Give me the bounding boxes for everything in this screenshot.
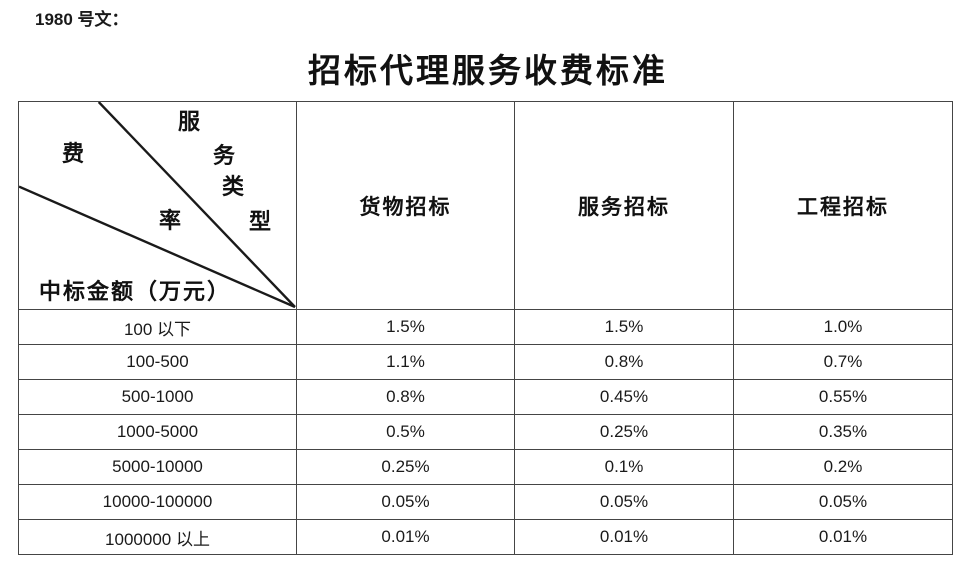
table-row: 500-1000 0.8% 0.45% 0.55% xyxy=(18,379,953,415)
amount-range-cell: 100 以下 xyxy=(18,309,297,345)
table-header-row: 服 务 类 型 费 率 中标金额（万元） 货物招标 服务招标 工程招标 xyxy=(18,101,953,310)
doc-number-label: 1980 号文： xyxy=(35,10,129,29)
corner-label-char: 服 xyxy=(178,109,201,134)
rate-value-cell: 0.45% xyxy=(514,379,734,415)
rate-value-cell: 0.01% xyxy=(296,519,515,555)
diagonal-lines xyxy=(19,102,296,309)
column-header-goods: 货物招标 xyxy=(296,101,515,310)
amount-range-cell: 1000000 以上 xyxy=(18,519,297,555)
amount-range-cell: 1000-5000 xyxy=(18,414,297,450)
column-header-engineering: 工程招标 xyxy=(733,101,953,310)
corner-label-char: 率 xyxy=(159,208,182,233)
rate-value-cell: 0.5% xyxy=(296,414,515,450)
corner-label-char: 类 xyxy=(222,174,245,199)
rate-value-cell: 1.0% xyxy=(733,309,953,345)
table-row: 100-500 1.1% 0.8% 0.7% xyxy=(18,344,953,380)
rate-value-cell: 0.55% xyxy=(733,379,953,415)
table-row: 1000000 以上 0.01% 0.01% 0.01% xyxy=(18,519,953,555)
rate-value-cell: 0.25% xyxy=(296,449,515,485)
corner-label-char: 费 xyxy=(62,141,85,166)
column-header-services: 服务招标 xyxy=(514,101,734,310)
diagonal-corner-cell: 服 务 类 型 费 率 中标金额（万元） xyxy=(18,101,297,310)
table-row: 1000-5000 0.5% 0.25% 0.35% xyxy=(18,414,953,450)
rate-value-cell: 1.5% xyxy=(514,309,734,345)
amount-range-cell: 10000-100000 xyxy=(18,484,297,520)
rate-value-cell: 0.7% xyxy=(733,344,953,380)
amount-axis-label: 中标金额（万元） xyxy=(39,279,232,304)
amount-range-cell: 100-500 xyxy=(18,344,297,380)
table-body: 100 以下 1.5% 1.5% 1.0% 100-500 1.1% 0.8% 0.7% 500… xyxy=(18,309,953,555)
rate-value-cell: 0.8% xyxy=(514,344,734,380)
rate-value-cell: 1.5% xyxy=(296,309,515,345)
rate-value-cell: 0.05% xyxy=(296,484,515,520)
table-row: 100 以下 1.5% 1.5% 1.0% xyxy=(18,309,953,345)
table-row: 5000-10000 0.25% 0.1% 0.2% xyxy=(18,449,953,485)
rate-value-cell: 0.2% xyxy=(733,449,953,485)
page-title: 招标代理服务收费标准 xyxy=(308,54,668,90)
amount-range-cell: 500-1000 xyxy=(18,379,297,415)
rate-value-cell: 0.01% xyxy=(514,519,734,555)
table-row: 10000-100000 0.05% 0.05% 0.05% xyxy=(18,484,953,520)
rate-value-cell: 0.05% xyxy=(733,484,953,520)
rate-value-cell: 0.01% xyxy=(733,519,953,555)
rate-value-cell: 0.05% xyxy=(514,484,734,520)
rate-value-cell: 0.8% xyxy=(296,379,515,415)
corner-label-char: 务 xyxy=(213,143,236,168)
amount-range-cell: 5000-10000 xyxy=(18,449,297,485)
corner-label-char: 型 xyxy=(249,209,272,234)
rate-value-cell: 1.1% xyxy=(296,344,515,380)
fee-table: 服 务 类 型 费 率 中标金额（万元） 货物招标 服务招标 工程招标 100 … xyxy=(18,101,953,555)
rate-value-cell: 0.35% xyxy=(733,414,953,450)
rate-value-cell: 0.1% xyxy=(514,449,734,485)
rate-value-cell: 0.25% xyxy=(514,414,734,450)
